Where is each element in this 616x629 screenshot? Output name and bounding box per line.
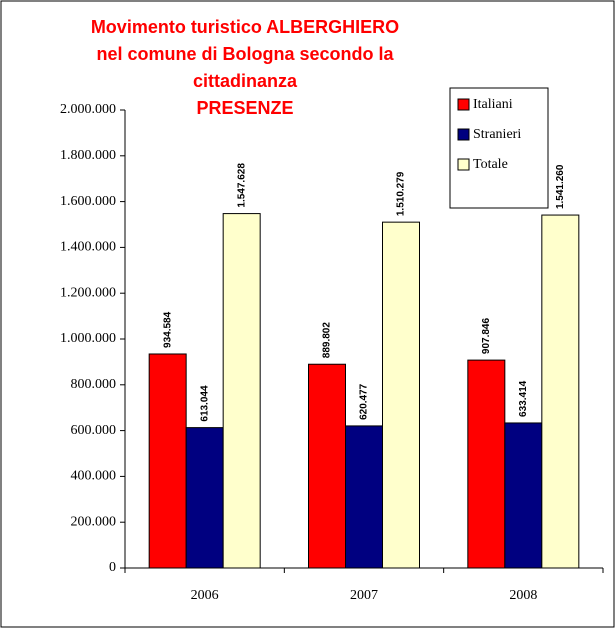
- y-tick-label: 1.200.000: [60, 285, 116, 300]
- legend-swatch: [457, 98, 470, 111]
- value-label: 1.510.279: [396, 171, 407, 216]
- legend-swatch: [457, 158, 470, 171]
- bar: [467, 359, 506, 569]
- legend-label: Stranieri: [473, 127, 521, 142]
- value-label: 613.044: [199, 385, 210, 422]
- y-tick-label: 1.800.000: [60, 148, 116, 163]
- y-tick-label: 600.000: [71, 423, 117, 438]
- y-tick-label: 1.400.000: [60, 240, 116, 255]
- x-tick-label: 2006: [191, 588, 219, 603]
- chart-title: nel comune di Bologna secondo la: [96, 44, 394, 64]
- bar: [148, 353, 187, 569]
- chart-title: Movimento turistico ALBERGHIERO: [91, 17, 399, 37]
- y-tick-label: 1.000.000: [60, 331, 116, 346]
- legend-label: Totale: [473, 157, 508, 172]
- bar: [308, 363, 346, 569]
- bar: [222, 213, 261, 569]
- value-label: 889.802: [322, 322, 333, 359]
- value-label: 1.547.628: [236, 163, 247, 208]
- bar: [541, 214, 580, 569]
- bar: [382, 221, 420, 569]
- legend-swatch: [457, 128, 470, 141]
- value-label: 1.541.260: [555, 164, 566, 209]
- value-label: 934.584: [162, 311, 173, 348]
- bar: [345, 425, 383, 569]
- chart-title: PRESENZE: [196, 98, 293, 118]
- bar: [185, 427, 224, 569]
- chart-title: cittadinanza: [193, 71, 298, 91]
- bar: [504, 422, 543, 569]
- x-tick-label: 2008: [509, 588, 537, 603]
- value-label: 633.414: [518, 380, 529, 417]
- y-tick-label: 400.000: [71, 469, 117, 484]
- value-label: 907.846: [481, 318, 492, 355]
- value-label: 620.477: [359, 383, 370, 420]
- y-tick-label: 1.600.000: [60, 194, 116, 209]
- y-tick-label: 200.000: [71, 514, 117, 529]
- y-tick-label: 0: [109, 560, 116, 575]
- y-tick-label: 2.000.000: [60, 102, 116, 117]
- legend-label: Italiani: [473, 97, 513, 112]
- x-tick-label: 2007: [350, 588, 378, 603]
- y-tick-label: 800.000: [71, 377, 117, 392]
